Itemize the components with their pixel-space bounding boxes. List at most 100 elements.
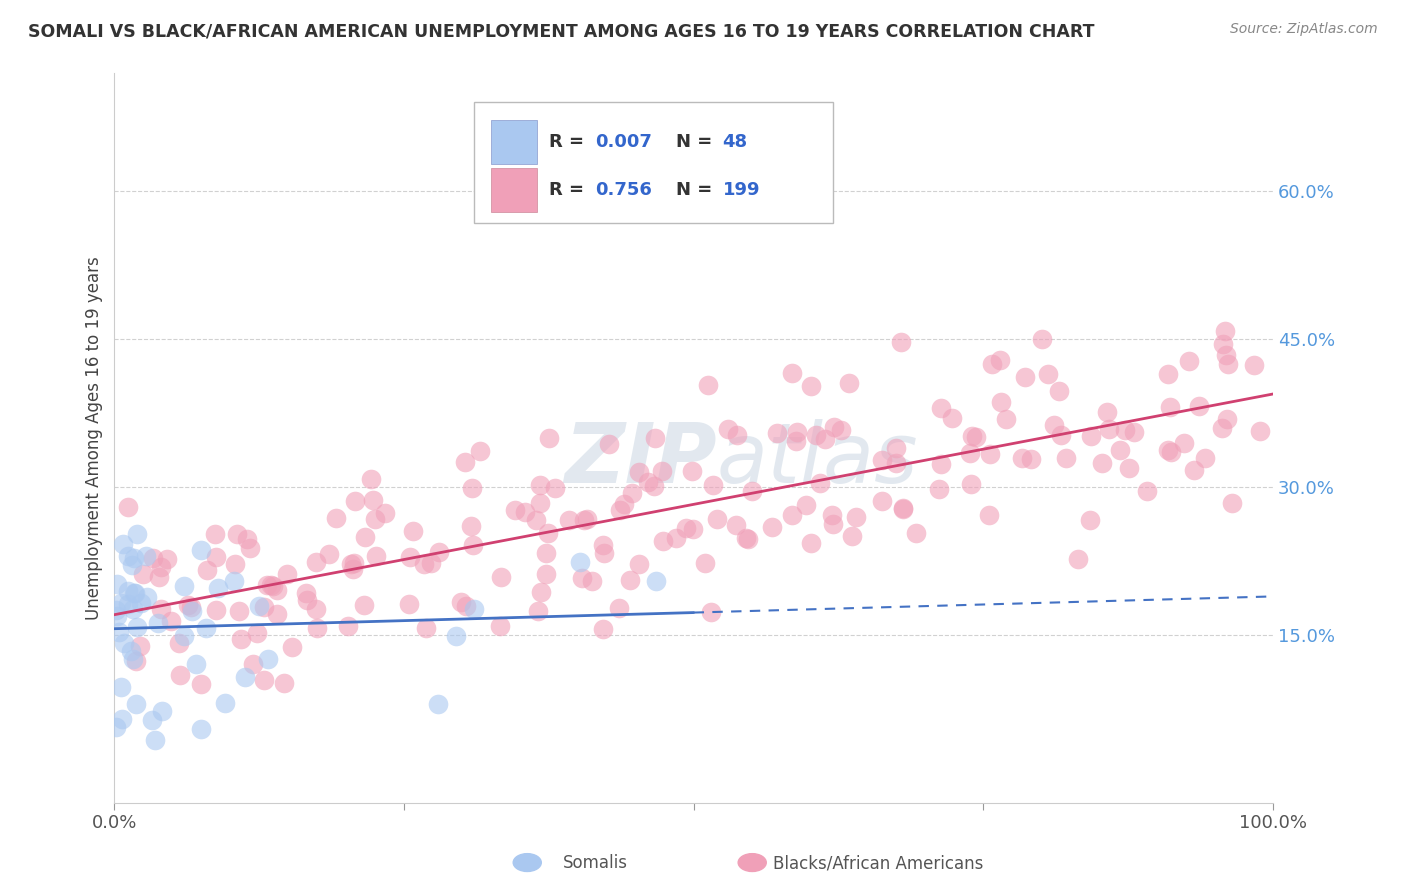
Point: [981, 357, 1004, 371]
Point: [222, 574, 245, 588]
Point: [125, 654, 148, 668]
Point: [1160, 444, 1182, 458]
Point: [1042, 418, 1064, 433]
Point: [700, 605, 723, 619]
Point: [122, 550, 145, 565]
Point: [354, 530, 377, 544]
Point: [415, 621, 437, 635]
Point: [122, 652, 145, 666]
Point: [173, 579, 195, 593]
Point: [960, 429, 983, 443]
Point: [1173, 436, 1195, 450]
Point: [845, 509, 868, 524]
Point: [538, 431, 561, 445]
Point: [111, 712, 134, 726]
Point: [965, 430, 987, 444]
Point: [340, 557, 363, 571]
Point: [460, 481, 482, 495]
Point: [143, 732, 166, 747]
Point: [830, 424, 852, 438]
FancyBboxPatch shape: [491, 168, 537, 211]
Point: [266, 582, 288, 597]
Point: [780, 508, 803, 522]
Point: [665, 532, 688, 546]
Y-axis label: Unemployment Among Ages 16 to 19 years: Unemployment Among Ages 16 to 19 years: [86, 256, 103, 620]
Point: [1011, 450, 1033, 465]
Point: [117, 549, 139, 563]
Text: 0.756: 0.756: [595, 181, 652, 199]
Point: [607, 600, 630, 615]
Point: [105, 609, 128, 624]
Point: [253, 673, 276, 687]
Point: [1050, 428, 1073, 442]
Point: [1036, 367, 1059, 381]
Point: [530, 584, 553, 599]
Point: [891, 500, 914, 515]
Point: [706, 512, 728, 526]
Point: [979, 447, 1001, 461]
Point: [110, 680, 132, 694]
FancyBboxPatch shape: [491, 120, 537, 164]
Point: [529, 478, 551, 492]
Point: [124, 586, 146, 600]
Point: [173, 629, 195, 643]
Point: [1019, 451, 1042, 466]
Point: [256, 578, 278, 592]
Point: [568, 555, 591, 569]
Point: [619, 573, 641, 587]
Point: [460, 519, 482, 533]
Point: [794, 498, 817, 512]
Point: [1078, 513, 1101, 527]
Point: [526, 513, 548, 527]
Point: [305, 621, 328, 635]
Point: [904, 525, 927, 540]
Point: [204, 526, 226, 541]
Point: [305, 601, 328, 615]
Point: [132, 567, 155, 582]
Point: [1123, 425, 1146, 439]
Point: [150, 704, 173, 718]
Point: [205, 602, 228, 616]
Point: [224, 558, 246, 572]
Point: [994, 412, 1017, 426]
Point: [838, 376, 860, 391]
Text: SOMALI VS BLACK/AFRICAN AMERICAN UNEMPLOYMENT AMONG AGES 16 TO 19 YEARS CORRELAT: SOMALI VS BLACK/AFRICAN AMERICAN UNEMPLO…: [28, 22, 1095, 40]
Point: [231, 632, 253, 646]
Point: [959, 446, 981, 460]
Point: [609, 503, 631, 517]
Point: [813, 432, 835, 446]
Point: [148, 570, 170, 584]
Point: [374, 506, 396, 520]
Point: [398, 597, 420, 611]
Point: [233, 670, 256, 684]
Point: [621, 486, 644, 500]
Point: [247, 599, 270, 614]
Point: [412, 557, 434, 571]
Point: [823, 420, 845, 434]
Point: [941, 410, 963, 425]
Point: [527, 604, 550, 618]
Point: [1222, 496, 1244, 510]
Point: [427, 697, 450, 711]
Point: [766, 425, 789, 440]
Text: N =: N =: [676, 133, 718, 152]
Point: [260, 578, 283, 592]
Point: [804, 427, 827, 442]
Point: [167, 636, 190, 650]
Point: [592, 622, 614, 636]
Point: [427, 545, 450, 559]
Point: [884, 456, 907, 470]
Point: [266, 607, 288, 622]
Point: [105, 602, 128, 616]
Text: N =: N =: [676, 181, 718, 199]
Point: [544, 481, 567, 495]
Point: [121, 558, 143, 573]
Point: [576, 512, 599, 526]
Point: [503, 503, 526, 517]
Point: [190, 677, 212, 691]
Point: [737, 533, 759, 547]
Point: [870, 494, 893, 508]
Point: [456, 599, 478, 613]
Point: [276, 566, 298, 581]
Point: [112, 537, 135, 551]
